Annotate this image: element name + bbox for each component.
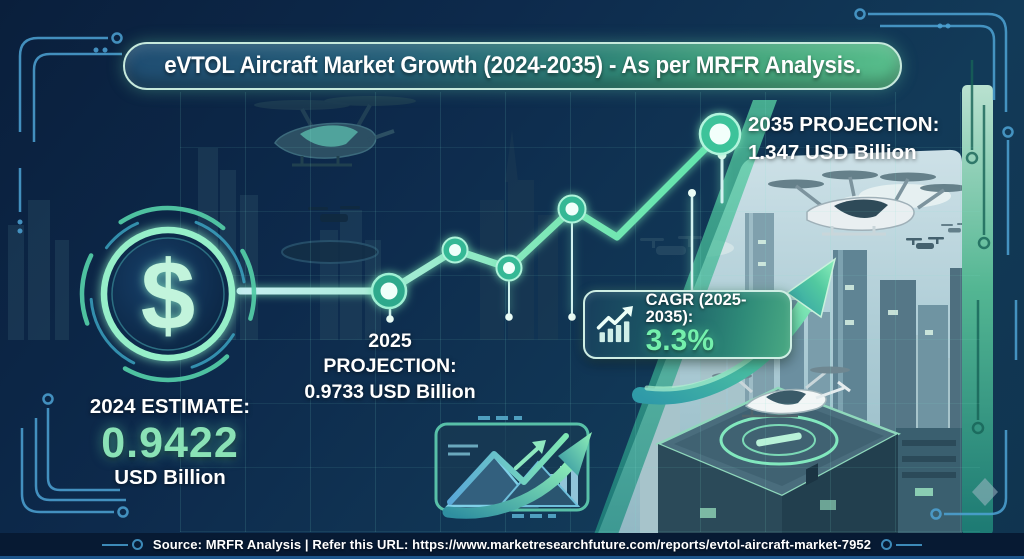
projection-2025-block: 2025 PROJECTION: 0.9733 USD Billion bbox=[286, 329, 494, 405]
cagr-value: 3.3% bbox=[645, 324, 714, 358]
estimate-2024-value: 0.9422 bbox=[101, 418, 239, 467]
source-text: Source: MRFR Analysis | Refer this URL: … bbox=[152, 537, 872, 552]
title-banner: eVTOL Aircraft Market Growth (2024-2035)… bbox=[123, 42, 902, 90]
page-title: eVTOL Aircraft Market Growth (2024-2035)… bbox=[164, 52, 861, 79]
growth-bars-arrow-icon bbox=[596, 305, 633, 342]
projection-2035-block: 2035 PROJECTION: 1.347 USD Billion bbox=[748, 111, 968, 166]
evtol-aircraft-flying bbox=[768, 170, 962, 236]
small-drone-2 bbox=[941, 223, 962, 233]
corner-diamond-logo bbox=[972, 478, 998, 506]
strip-circuits bbox=[965, 60, 991, 435]
faint-drone-mid bbox=[640, 236, 702, 255]
source-bar: Source: MRFR Analysis | Refer this URL: … bbox=[0, 533, 1024, 559]
chart-emblem-icon bbox=[434, 416, 592, 519]
projection-2035-label: 2035 PROJECTION: bbox=[748, 113, 940, 136]
data-point-markers bbox=[370, 112, 742, 310]
cagr-badge: CAGR (2025-2035): 3.3% bbox=[583, 290, 792, 359]
estimate-2024-unit: USD Billion bbox=[114, 466, 226, 490]
source-bar-line-left bbox=[101, 543, 128, 546]
small-drone bbox=[906, 237, 944, 249]
estimate-2024-block: 2024 ESTIMATE: 0.9422 USD Billion bbox=[56, 395, 284, 490]
projection-2035-value: 1.347 USD Billion bbox=[748, 140, 917, 164]
projection-2025-year: 2025 bbox=[368, 330, 412, 352]
projection-2025-label: PROJECTION: bbox=[323, 355, 457, 378]
dollar-symbol: $ bbox=[141, 240, 196, 350]
source-bar-node-left bbox=[131, 539, 143, 550]
cagr-label: CAGR (2025-2035): bbox=[645, 291, 747, 327]
estimate-2024-label: 2024 ESTIMATE: bbox=[89, 395, 251, 418]
evtol-aircraft-topleft bbox=[254, 96, 416, 167]
projection-2025-value: 0.9733 USD Billion bbox=[304, 380, 476, 403]
source-bar-node-right bbox=[881, 539, 893, 550]
source-bar-line-right bbox=[896, 543, 923, 546]
dark-helipad bbox=[281, 206, 379, 264]
dollar-coin-icon: $ bbox=[79, 205, 257, 383]
